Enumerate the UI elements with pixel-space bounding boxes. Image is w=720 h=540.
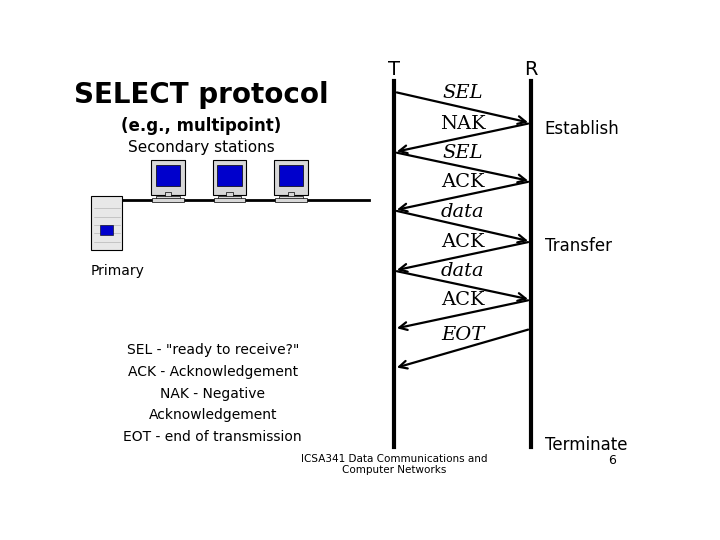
Bar: [91, 196, 122, 250]
Bar: [288, 192, 294, 197]
FancyBboxPatch shape: [156, 165, 180, 186]
FancyBboxPatch shape: [217, 165, 241, 186]
Bar: [156, 196, 180, 200]
Text: SEL: SEL: [442, 144, 483, 161]
Text: Acknowledgement: Acknowledgement: [148, 408, 277, 422]
Text: T: T: [388, 60, 400, 79]
Bar: [152, 198, 184, 202]
FancyBboxPatch shape: [213, 160, 246, 194]
Text: R: R: [524, 60, 538, 79]
Text: 6: 6: [608, 454, 616, 467]
Bar: [227, 192, 233, 197]
Bar: [279, 196, 302, 200]
Text: ACK - Acknowledgement: ACK - Acknowledgement: [127, 365, 298, 379]
Text: Secondary stations: Secondary stations: [128, 140, 275, 154]
Text: SEL: SEL: [442, 84, 483, 103]
Text: NAK - Negative: NAK - Negative: [161, 387, 265, 401]
Text: data: data: [441, 262, 485, 280]
Bar: [275, 198, 307, 202]
Text: Transfer: Transfer: [545, 237, 612, 255]
Text: Establish: Establish: [545, 120, 619, 138]
Text: data: data: [441, 203, 485, 221]
Text: NAK: NAK: [440, 114, 485, 133]
Text: ACK: ACK: [441, 291, 485, 309]
Bar: [217, 196, 241, 200]
FancyBboxPatch shape: [274, 160, 307, 194]
Text: Terminate: Terminate: [545, 436, 627, 454]
Text: EOT - end of transmission: EOT - end of transmission: [123, 430, 302, 444]
FancyBboxPatch shape: [151, 160, 185, 194]
Text: Primary: Primary: [91, 265, 145, 279]
Text: ICSA341 Data Communications and
Computer Networks: ICSA341 Data Communications and Computer…: [301, 454, 487, 475]
Text: EOT: EOT: [441, 326, 484, 343]
Bar: [100, 225, 114, 235]
FancyBboxPatch shape: [279, 165, 303, 186]
Text: (e.g., multipoint): (e.g., multipoint): [122, 117, 282, 135]
Text: ACK: ACK: [441, 173, 485, 191]
Bar: [214, 198, 246, 202]
Text: SEL - "ready to receive?": SEL - "ready to receive?": [127, 343, 299, 357]
Bar: [165, 192, 171, 197]
Text: SELECT protocol: SELECT protocol: [74, 82, 329, 110]
Text: ACK: ACK: [441, 233, 485, 251]
